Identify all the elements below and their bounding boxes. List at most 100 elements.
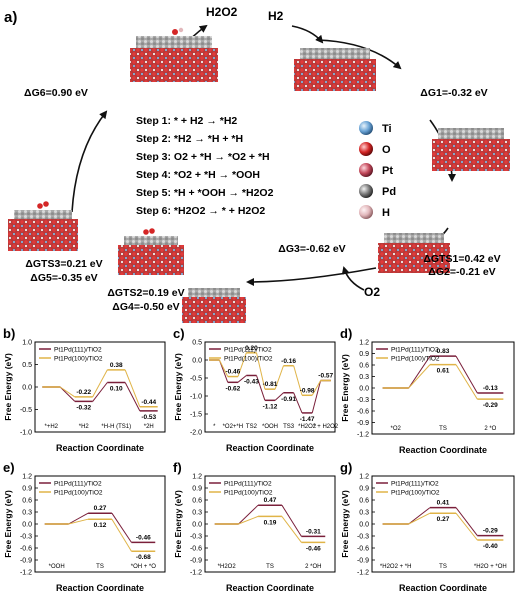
chart-c-category-2: TS2: [246, 424, 258, 430]
cycle-arc-left: [71, 110, 108, 213]
energy-profile-charts: b) -1.0 -0.5 0.0 0.5 1.0 Free Energy (eV) React…: [3, 326, 515, 593]
chart-d-s0-link-2: [455, 355, 478, 394]
legend-label-pd: Pd: [382, 186, 396, 198]
chart-c-legend-label-0: Pt1Pd(111)/TiO2: [224, 347, 272, 354]
chart-e-ytick-label-3: -0.3: [20, 534, 32, 541]
chart-e-value-label-1: 0.12: [94, 522, 107, 529]
chart-c-s0-link-2: [237, 375, 247, 383]
chart-g-ytick-label-2: -0.6: [357, 546, 369, 553]
chart-e-series-1: [44, 518, 156, 552]
chart-c: c) -2.0 -1.5 -1.0 -0.5 0.0 0.5 Free Energy (eV)…: [173, 326, 339, 453]
chart-c-panel-label: c): [173, 326, 185, 341]
chart-g-ylabel: Free Energy (eV): [340, 490, 350, 558]
chart-e-ytick-label-7: 0.9: [22, 486, 32, 493]
chart-f-value-label-1: 0.19: [264, 519, 277, 526]
chart-b-xlabel: Reaction Coordinate: [56, 443, 144, 453]
chart-e-ytick-label-0: -1.2: [20, 570, 32, 577]
chart-c-ytick-label-5: 0.5: [192, 340, 202, 347]
chart-f-legend-label-1: Pt1Pd(100)/TiO2: [224, 490, 273, 497]
chart-b-category-0: *+H2: [44, 424, 58, 430]
chart-c-legend-label-1: Pt1Pd(100)/TiO2: [224, 356, 273, 363]
chart-c-category-4: TS3: [283, 424, 295, 430]
chart-e-value-label-3: -0.68: [136, 554, 151, 561]
chart-d-legend: Pt1Pd(111)/TiO2 Pt1Pd(100)/TiO2: [376, 347, 440, 363]
chart-g-ytick-label-6: 0.6: [359, 498, 369, 505]
chart-c-value-label-1: -0.62: [225, 385, 240, 392]
chart-d-panel-label: d): [340, 326, 352, 341]
chart-g-ytick-label-4: 0.0: [359, 522, 369, 529]
chart-f-ytick-label-8: 1.2: [192, 474, 202, 481]
chart-f-s1-link-2: [281, 516, 302, 543]
chart-c-ytick-label-4: 0.0: [192, 358, 202, 365]
step-3: Step 3: O2 + *H → *O2 + *H: [136, 151, 270, 163]
chart-c-category-5: *H2O2: [298, 424, 317, 430]
structure-model-top-right: [294, 48, 376, 91]
chart-c-frame: [204, 341, 336, 433]
chart-c-s1-link-6: [311, 380, 322, 396]
chart-d-ytick-label-1: -0.9: [357, 420, 369, 427]
chart-c-value-label-5: -1.12: [263, 403, 278, 410]
chart-c-value-label-7: -0.91: [281, 396, 296, 403]
chart-g-value-label-3: -0.40: [483, 543, 498, 550]
chart-f-ytick-label-1: -0.9: [190, 558, 202, 565]
chart-c-category-0: *: [213, 424, 216, 430]
chart-b-s1-link-1: [59, 386, 76, 398]
chart-f-category-0: *H2O2: [218, 564, 237, 570]
chart-b-ytick-label-0: -1.0: [20, 430, 32, 437]
energy-label-g3: ΔG3=-0.62 eV: [278, 243, 345, 255]
legend-label-o: O: [382, 144, 391, 156]
chart-e-ytick-label-6: 0.6: [22, 498, 32, 505]
chart-f-s0-link-1: [238, 504, 259, 525]
chart-g-ytick-label-1: -0.9: [357, 558, 369, 565]
chart-b-s1-link-2: [92, 369, 108, 398]
chart-c-xlabel: Reaction Coordinate: [226, 443, 314, 453]
chart-b-value-label-5: -0.53: [141, 414, 156, 421]
chart-d-ytick-label-2: -0.6: [357, 409, 369, 416]
chart-c-ylabel: Free Energy (eV): [173, 353, 183, 421]
chart-b-value-label-4: -0.44: [141, 399, 156, 406]
chart-f-ytick-label-0: -1.2: [190, 570, 202, 577]
chart-c-value-label-9: -1.47: [300, 416, 315, 423]
chart-g-xlabel: Reaction Coordinate: [399, 583, 487, 593]
chart-c-s0-link-4: [274, 392, 284, 401]
structure-model-bottom-left: [118, 228, 184, 275]
chart-b-ylabel: Free Energy (eV): [3, 353, 13, 421]
species-h2: H2: [268, 9, 284, 23]
chart-f-ytick-label-5: 0.3: [192, 510, 202, 517]
chart-d-category-2: 2 *O: [484, 426, 496, 432]
energy-label-g5: ΔG5=-0.35 eV: [30, 272, 97, 284]
chart-f-series-1: [214, 515, 326, 544]
chart-d-ytick-label-5: 0.3: [359, 374, 369, 381]
chart-c-legend: Pt1Pd(111)/TiO2 Pt1Pd(100)/TiO2: [209, 347, 273, 363]
chart-b-s0-link-2: [92, 382, 108, 402]
species-h2o2: H2O2: [206, 5, 238, 19]
chart-f-value-label-2: -0.31: [306, 528, 321, 535]
chart-g-value-label-1: 0.27: [437, 516, 450, 523]
step-5: Step 5: *H + *OOH → *H2O2: [136, 187, 274, 199]
chart-b-series-1: [42, 369, 158, 408]
h2-adsorb-arrow: [291, 25, 324, 44]
chart-d-series-1: [382, 363, 504, 400]
chart-d-ytick-label-7: 0.9: [359, 351, 369, 358]
chart-e-value-label-0: 0.27: [94, 505, 107, 512]
structure-model-bottom: [182, 288, 246, 323]
chart-f-category-1: TS: [266, 564, 274, 570]
chart-b-ytick-label-4: 1.0: [22, 340, 32, 347]
legend-ball-pd: [359, 184, 373, 198]
chart-c-category-3: *OOH: [262, 424, 278, 430]
energy-label-g1: ΔG1=-0.32 eV: [420, 87, 487, 99]
species-o2: O2: [364, 285, 380, 299]
legend-ball-o: [359, 142, 373, 156]
energy-label-gts3: ΔGTS3=0.21 eV: [25, 258, 102, 270]
chart-d-ytick-label-0: -1.2: [357, 432, 369, 439]
step-4: Step 4: *O2 + *H → *OOH: [136, 169, 260, 181]
legend-ball-pt: [359, 163, 373, 177]
chart-b-legend-label-1: Pt1Pd(100)/TiO2: [54, 356, 103, 363]
chart-b-legend: Pt1Pd(111)/TiO2 Pt1Pd(100)/TiO2: [39, 347, 103, 363]
chart-b-ytick-label-2: 0.0: [22, 385, 32, 392]
structure-model-top: [130, 27, 218, 82]
chart-e-ytick-label-2: -0.6: [20, 546, 32, 553]
chart-g-value-label-0: 0.41: [437, 500, 450, 507]
panel-a-label: a): [4, 9, 17, 26]
